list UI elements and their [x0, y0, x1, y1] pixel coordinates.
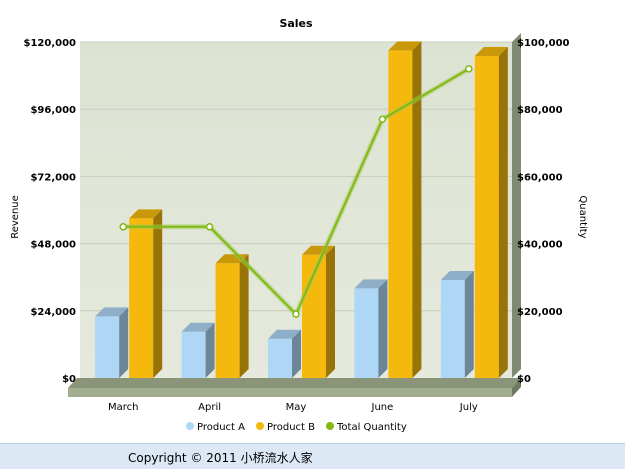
x-tick-label: May	[286, 402, 307, 413]
legend-item-product-a[interactable]: Product A	[186, 422, 245, 433]
x-tick-label: July	[459, 402, 478, 413]
y-right-tick-label: $40,000	[517, 240, 563, 251]
copyright-text: Copyright © 2011 小桥流水人家	[128, 451, 313, 465]
plot-floor-side	[512, 378, 521, 397]
plot-side-wall	[512, 33, 521, 378]
bar-product-b-july-side	[498, 47, 508, 378]
bar-product-a-march-front	[95, 316, 120, 378]
y-left-tick-label: $0	[62, 374, 76, 385]
bar-product-a-may-top	[268, 329, 301, 339]
line-point-june	[378, 115, 387, 124]
bar-product-b-march	[129, 209, 163, 378]
y-left-tick-label: $24,000	[30, 307, 76, 318]
plot-floor-front	[68, 388, 512, 397]
x-tick-label: March	[108, 402, 138, 413]
y-right-tick-label: $20,000	[517, 307, 563, 318]
bar-product-b-june-top	[388, 41, 422, 51]
bars	[95, 41, 508, 379]
y-left-tick-label: $48,000	[30, 240, 76, 251]
y-right-tick-label: $100,000	[517, 38, 570, 49]
y-left-tick-label: $72,000	[30, 172, 76, 183]
bar-product-a-april-front	[181, 331, 206, 378]
footer-bar: Copyright © 2011 小桥流水人家	[0, 443, 625, 469]
legend: Product A Product B Total Quantity	[186, 422, 407, 433]
bar-product-b-march-side	[153, 209, 163, 378]
bar-product-a-march-side	[119, 307, 129, 378]
y-left-tick-label: $120,000	[23, 38, 76, 49]
bar-product-b-may-side	[326, 245, 335, 378]
bar-product-a-june-top	[354, 279, 388, 289]
legend-label: Product A	[197, 422, 245, 433]
legend-label: Product B	[267, 422, 315, 433]
bar-product-a-april-top	[181, 322, 215, 332]
bar-product-a-march	[95, 307, 129, 378]
y-axis-right-ticks: $0 $20,000 $40,000 $60,000 $80,000 $100,000	[517, 38, 570, 385]
bar-product-b-april	[215, 254, 249, 378]
bar-product-b-march-top	[129, 209, 163, 219]
legend-marker	[256, 422, 264, 430]
bar-product-a-july-front	[440, 280, 465, 378]
line-point-march	[119, 223, 127, 231]
chart-area: Sales Revenue Quantity $0 $24,000 $48,000 $…	[10, 17, 588, 433]
legend-item-total-quantity[interactable]: Total Quantity	[326, 422, 407, 433]
bar-product-a-july	[440, 271, 474, 378]
bar-product-b-july-top	[474, 47, 508, 56]
bar-product-a-may-side	[292, 329, 301, 378]
bar-product-b-april-side	[239, 254, 249, 378]
bar-product-b-june	[388, 41, 422, 379]
y-right-tick-label: $60,000	[517, 172, 563, 183]
legend-item-product-b[interactable]: Product B	[256, 422, 315, 433]
bar-product-a-may	[268, 329, 301, 378]
legend-marker	[186, 422, 194, 430]
y-axis-right-label: Quantity	[577, 195, 588, 238]
bar-product-b-june-front	[388, 50, 413, 379]
y-axis-left-label: Revenue	[10, 195, 21, 239]
legend-marker	[326, 422, 334, 430]
bar-product-a-april	[181, 322, 215, 378]
line-point-may	[292, 310, 300, 318]
bar-product-a-june-side	[378, 279, 388, 378]
y-axis-left-ticks: $0 $24,000 $48,000 $72,000 $96,000 $120,000	[23, 38, 76, 385]
x-tick-label: June	[371, 402, 394, 413]
bar-product-a-june	[354, 279, 388, 378]
line-point-april	[205, 223, 214, 231]
bar-product-b-april-front	[215, 263, 240, 378]
chart-title: Sales	[279, 17, 313, 30]
x-axis-labels: March April May June July	[108, 402, 478, 413]
bar-product-a-june-front	[354, 288, 379, 378]
plot-floor-top	[68, 378, 521, 388]
bar-product-a-march-top	[95, 307, 129, 317]
y-right-tick-label: $0	[517, 374, 531, 385]
sales-chart: Sales Revenue Quantity $0$24,000$48,000$…	[10, 17, 588, 433]
bar-product-a-july-top	[440, 271, 474, 280]
bar-product-a-may-front	[268, 338, 292, 378]
y-left-tick-label: $96,000	[30, 105, 76, 116]
bar-product-b-june-side	[412, 41, 422, 379]
bar-product-b-july	[474, 47, 508, 378]
bar-product-a-april-side	[205, 322, 215, 378]
bar-product-a-july-side	[464, 271, 474, 378]
line-point-july	[465, 65, 473, 73]
bar-product-b-march-front	[129, 218, 154, 378]
x-tick-label: April	[198, 402, 221, 413]
y-right-tick-label: $80,000	[517, 105, 563, 116]
total-quantity-line	[119, 65, 473, 319]
legend-label: Total Quantity	[336, 422, 407, 433]
bar-product-b-july-front	[474, 56, 499, 378]
